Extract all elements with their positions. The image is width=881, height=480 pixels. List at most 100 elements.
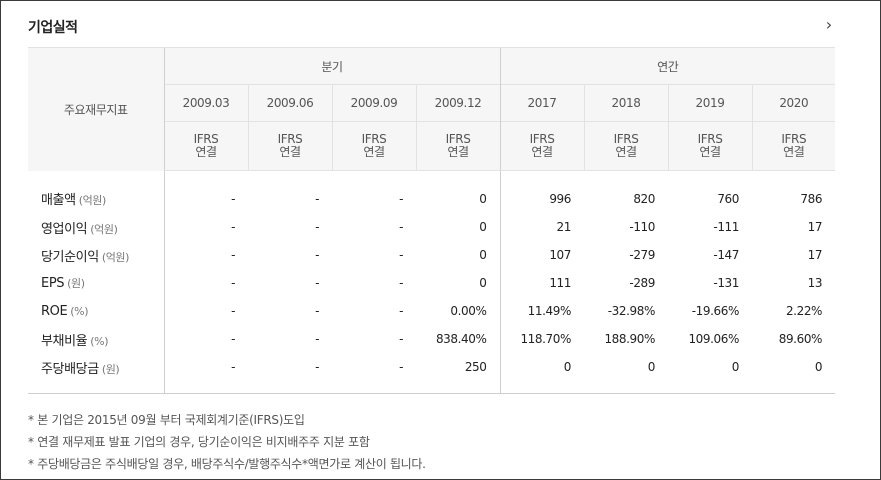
table-row: ROE (%) - - -0.00% 11.49% -32.98% -19.66% 2.22% [28,297,835,325]
metric-value: 0 [479,276,487,290]
metric-value: -289 [629,276,656,290]
metric-value: -279 [629,248,656,262]
metric-value: 13 [807,276,823,290]
metric-value: 17 [807,248,823,262]
footnotes: * 본 기업은 2015년 09월 부터 국제회계기준(IFRS)도입 * 연결… [28,409,426,475]
period-header: 2009.09 [331,84,416,122]
table-row: 주당배당금 (원) - - -250 0 0 0 0 [28,353,836,394]
consolidation-basis: 연결 [363,145,385,159]
metric-value: 0 [479,192,487,206]
metric-value: - [399,276,403,290]
table-row: EPS (원) - - -0 111 -289 -131 13 [28,269,835,297]
metric-name-cell: 매출액 (억원) [28,171,164,214]
metric-value: - [163,269,248,297]
metric-value: - [163,213,248,241]
metric-value: - [315,304,319,318]
period-header: 2017 [499,84,585,122]
metric-value: - [248,353,332,394]
accounting-basis-header: IFRS 연결 [331,121,416,171]
metric-value: 0 [479,248,487,262]
accounting-basis-header: IFRS 연결 [751,121,836,171]
accounting-standard: IFRS [193,132,219,146]
footnote: * 본 기업은 2015년 09월 부터 국제회계기준(IFRS)도입 [28,413,305,427]
footnote: * 주당배당금은 주식배당일 경우, 배당주식수/발행주식수*액면가로 계산이 … [28,457,426,471]
consolidation-basis: 연결 [531,145,553,159]
accounting-basis-header: IFRS 연결 [415,121,501,171]
metric-value: 0 [668,353,753,394]
metric-value: - [399,192,403,206]
table-row: 영업이익 (억원) - - -0 21 -110 -111 17 [28,213,835,241]
metric-value: - [399,248,403,262]
metric-value: 0.00% [450,304,487,318]
metric-value: -19.66% [691,304,740,318]
consolidation-basis: 연결 [279,145,301,159]
accounting-standard: IFRS [697,132,723,146]
metric-value: - [399,332,403,346]
chevron-right-icon[interactable]: › [825,15,833,34]
accounting-standard: IFRS [529,132,555,146]
metric-value: - [163,353,248,394]
metric-name: ROE [41,303,68,319]
consolidation-basis: 연결 [195,145,217,159]
metric-name: 부채비율 [41,333,88,349]
metric-value: - [163,297,248,325]
metric-value: - [163,325,248,353]
metric-value: - [315,276,319,290]
accounting-standard: IFRS [445,132,471,146]
metric-name-cell: 주당배당금 (원) [28,353,164,394]
metric-name-cell: 영업이익 (억원) [28,213,164,241]
metric-name-cell: 부채비율 (%) [28,325,164,353]
metric-value: -131 [713,276,740,290]
footnote: * 연결 재무제표 발표 기업의 경우, 당기순이익은 비지배주주 지분 포함 [28,435,370,449]
accounting-standard: IFRS [613,132,639,146]
metric-name-cell: 당기순이익 (억원) [28,241,164,269]
metric-value: 996 [499,170,585,213]
metric-value: - [399,304,403,318]
metric-name-cell: ROE (%) [28,297,164,325]
metric-value: 17 [807,220,823,234]
metric-value: 820 [633,192,656,206]
period-header: 2009.06 [247,84,332,122]
metric-value: - [163,170,248,213]
metric-value: 111 [499,269,585,297]
metric-value: 250 [416,353,501,394]
table-row: 부채비율 (%) - - -838.40% 118.70% 188.90% 109.06% 89… [28,325,835,353]
accounting-standard: IFRS [781,132,807,146]
row-header-label: 주요재무지표 [28,47,164,171]
period-header: 2009.12 [415,84,501,122]
metric-unit: (원) [101,362,120,376]
metric-value: 0 [479,220,487,234]
metric-value: 0 [752,353,836,394]
metric-value: 188.90% [604,332,656,346]
metric-unit: (억원) [90,222,118,236]
metric-unit: (원) [67,277,85,290]
group-header-quarterly: 분기 [163,47,501,85]
accounting-standard: IFRS [361,132,387,146]
metric-value: - [399,220,403,234]
accounting-basis-header: IFRS 연결 [583,121,669,171]
consolidation-basis: 연결 [783,145,805,159]
metric-value: 89.60% [778,332,823,346]
accounting-standard: IFRS [277,132,303,146]
metric-value: 21 [499,213,585,241]
accounting-basis-header: IFRS 연결 [247,121,332,171]
metric-value: -147 [713,248,740,262]
period-header: 2009.03 [163,84,248,122]
period-header: 2020 [751,84,836,122]
table-row: 매출액 (억원) - - -0 996 820 760 786 [28,170,835,214]
metric-unit: (%) [90,334,109,348]
metric-value: 760 [717,192,740,206]
metric-value: -110 [629,220,656,234]
consolidation-basis: 연결 [699,145,721,159]
metric-name: 주당배당금 [41,361,99,377]
metric-name: 당기순이익 [41,249,99,265]
period-header: 2018 [583,84,669,122]
metric-value: - [315,192,319,206]
consolidation-basis: 연결 [447,145,469,159]
metric-value: 0 [499,353,585,394]
financial-table: 주요재무지표 분기 연간 2009.03 2009.06 2009.09 2009.1… [28,47,836,394]
metric-name: 매출액 [41,193,76,209]
metric-value: 11.49% [499,297,585,325]
metric-value: 118.70% [499,325,585,353]
metric-value: 838.40% [435,332,487,346]
